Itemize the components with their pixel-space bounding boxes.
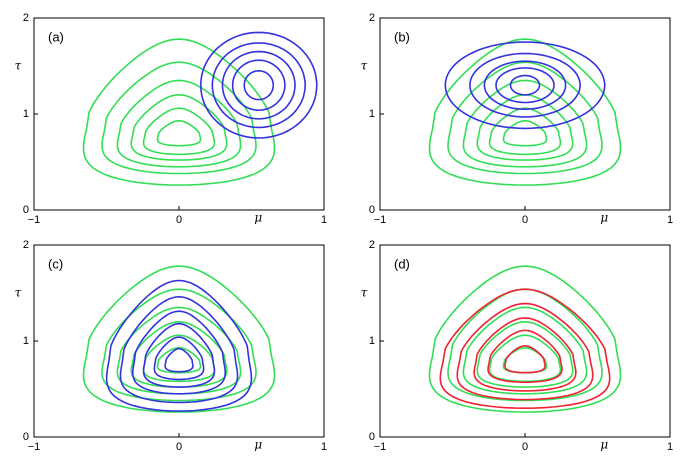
contour-line	[132, 310, 226, 395]
x-tick-label: 0	[176, 441, 182, 453]
x-tick-label: −1	[28, 214, 41, 226]
y-axis-label: τ	[361, 59, 368, 73]
contour-line	[231, 59, 286, 112]
contour-line	[116, 306, 242, 395]
x-tick-label: −1	[374, 214, 387, 226]
y-tick-label: 1	[23, 108, 29, 120]
y-axis-label: τ	[15, 286, 22, 300]
plot-area	[428, 38, 622, 186]
axes-box	[33, 244, 325, 438]
contour-line	[447, 61, 603, 175]
y-tick-label: 0	[23, 431, 29, 443]
contour-line	[473, 317, 577, 392]
contour-line	[428, 38, 622, 186]
x-tick-label: 0	[176, 214, 182, 226]
contour-line	[130, 320, 228, 388]
y-tick-label: 1	[369, 108, 375, 120]
contour-line	[82, 265, 276, 413]
y-tick-label: 2	[369, 12, 375, 24]
x-tick-label: −1	[28, 441, 41, 453]
y-tick-label: 2	[23, 12, 29, 24]
contour-line	[142, 107, 216, 156]
contour-line	[476, 320, 574, 388]
contour-line	[456, 302, 594, 401]
y-tick-label: 1	[369, 335, 375, 347]
contour-line	[156, 119, 202, 147]
contour-line	[487, 329, 563, 384]
y-tick-label: 2	[369, 239, 375, 251]
x-tick-label: 0	[522, 441, 528, 453]
panel-label: (b)	[394, 29, 410, 44]
y-tick-label: 0	[23, 204, 29, 216]
contour-line	[130, 93, 228, 161]
x-tick-label: 1	[667, 214, 673, 226]
panel-label: (d)	[394, 256, 410, 271]
y-tick-label: 1	[23, 335, 29, 347]
contour-line	[119, 295, 239, 404]
y-axis-label: τ	[15, 59, 22, 73]
contour-line	[116, 79, 242, 168]
contour-line	[462, 306, 588, 395]
x-tick-label: −1	[374, 441, 387, 453]
contour-line	[211, 42, 307, 129]
contour-line	[488, 334, 562, 383]
contour-line	[462, 79, 588, 168]
contour-line	[444, 41, 606, 130]
contour-line	[495, 67, 555, 104]
contour-line	[156, 346, 202, 374]
contour-line	[439, 288, 611, 410]
x-axis-label: μ	[600, 438, 608, 452]
contour-line	[502, 346, 548, 374]
axes-box	[33, 17, 325, 211]
contour-line	[164, 347, 194, 373]
x-axis-label: μ	[254, 438, 262, 452]
x-tick-label: 0	[522, 214, 528, 226]
x-tick-label: 1	[667, 441, 673, 453]
x-tick-label: 1	[321, 214, 327, 226]
contour-line	[221, 50, 296, 120]
contour-line	[82, 38, 276, 186]
panel-label: (a)	[48, 29, 64, 44]
contour-line	[469, 52, 581, 118]
contour-line	[483, 60, 567, 111]
contour-line	[243, 69, 275, 101]
plot-area	[82, 31, 318, 186]
plot-area	[82, 265, 276, 413]
contour-line	[502, 119, 548, 147]
contour-line	[504, 344, 546, 374]
y-tick-label: 0	[369, 204, 375, 216]
contour-line	[488, 107, 562, 156]
y-axis-label: τ	[361, 286, 368, 300]
panel-label: (c)	[48, 256, 63, 271]
contour-line	[509, 74, 541, 96]
y-tick-label: 0	[369, 431, 375, 443]
axes-box	[379, 17, 671, 211]
contour-line	[199, 31, 318, 139]
contour-line	[153, 336, 205, 381]
contour-line	[101, 288, 257, 402]
y-tick-label: 2	[23, 239, 29, 251]
contour-line	[428, 265, 622, 413]
contour-line	[476, 93, 574, 161]
plot-area	[428, 265, 622, 413]
x-tick-label: 1	[321, 441, 327, 453]
contour-line	[142, 322, 216, 388]
x-axis-label: μ	[254, 211, 262, 225]
contour-line	[105, 279, 253, 412]
x-axis-label: μ	[600, 211, 608, 225]
